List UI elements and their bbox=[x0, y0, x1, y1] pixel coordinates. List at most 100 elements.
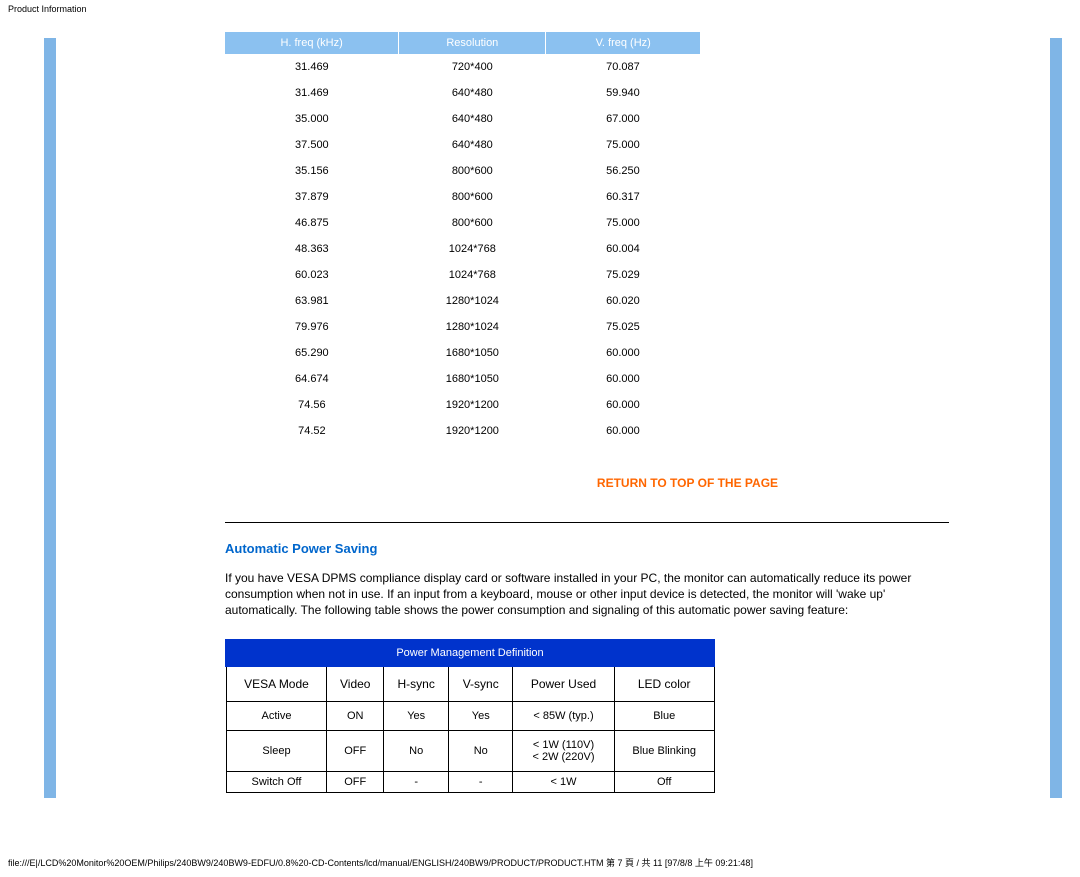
pm-cell: Yes bbox=[383, 701, 448, 730]
pm-cell: - bbox=[449, 771, 513, 792]
pm-row: ActiveONYesYes< 85W (typ.)Blue bbox=[226, 701, 714, 730]
left-stripe bbox=[44, 38, 56, 798]
freq-cell: 60.000 bbox=[546, 392, 700, 418]
freq-cell: 1920*1200 bbox=[399, 392, 546, 418]
freq-cell: 63.981 bbox=[225, 288, 399, 314]
freq-header-h: H. freq (kHz) bbox=[225, 32, 399, 54]
pm-cell: Blue Blinking bbox=[614, 730, 714, 771]
freq-cell: 59.940 bbox=[546, 80, 700, 106]
freq-cell: 35.000 bbox=[225, 106, 399, 132]
freq-row: 31.469720*40070.087 bbox=[225, 54, 700, 80]
freq-cell: 70.087 bbox=[546, 54, 700, 80]
pm-cell: No bbox=[449, 730, 513, 771]
freq-cell: 60.023 bbox=[225, 262, 399, 288]
freq-cell: 60.000 bbox=[546, 340, 700, 366]
freq-cell: 74.52 bbox=[225, 418, 399, 444]
freq-cell: 37.879 bbox=[225, 184, 399, 210]
pm-cell: Blue bbox=[614, 701, 714, 730]
freq-cell: 1024*768 bbox=[399, 262, 546, 288]
freq-cell: 35.156 bbox=[225, 158, 399, 184]
pm-cell: No bbox=[383, 730, 448, 771]
freq-row: 63.9811280*102460.020 bbox=[225, 288, 700, 314]
freq-row: 74.561920*120060.000 bbox=[225, 392, 700, 418]
freq-cell: 75.029 bbox=[546, 262, 700, 288]
pm-header-vsync: V-sync bbox=[449, 666, 513, 702]
freq-cell: 640*480 bbox=[399, 132, 546, 158]
freq-row: 35.156800*60056.250 bbox=[225, 158, 700, 184]
freq-header-res: Resolution bbox=[399, 32, 546, 54]
freq-row: 60.0231024*76875.029 bbox=[225, 262, 700, 288]
pm-header-power: Power Used bbox=[513, 666, 615, 702]
pm-row: Switch OffOFF--< 1WOff bbox=[226, 771, 714, 792]
freq-cell: 640*480 bbox=[399, 106, 546, 132]
freq-row: 31.469640*48059.940 bbox=[225, 80, 700, 106]
freq-cell: 1680*1050 bbox=[399, 366, 546, 392]
pm-cell: Yes bbox=[449, 701, 513, 730]
freq-row: 35.000640*48067.000 bbox=[225, 106, 700, 132]
freq-row: 64.6741680*105060.000 bbox=[225, 366, 700, 392]
freq-cell: 75.000 bbox=[546, 132, 700, 158]
freq-cell: 75.025 bbox=[546, 314, 700, 340]
freq-cell: 37.500 bbox=[225, 132, 399, 158]
freq-cell: 46.875 bbox=[225, 210, 399, 236]
pm-table-title: Power Management Definition bbox=[226, 640, 714, 666]
pm-header-video: Video bbox=[327, 666, 384, 702]
freq-cell: 800*600 bbox=[399, 158, 546, 184]
freq-cell: 60.020 bbox=[546, 288, 700, 314]
pm-cell: OFF bbox=[327, 730, 384, 771]
freq-cell: 64.674 bbox=[225, 366, 399, 392]
freq-row: 37.500640*48075.000 bbox=[225, 132, 700, 158]
pm-cell: < 1W (110V)< 2W (220V) bbox=[513, 730, 615, 771]
pm-cell: Sleep bbox=[226, 730, 327, 771]
pm-header-led: LED color bbox=[614, 666, 714, 702]
freq-cell: 1024*768 bbox=[399, 236, 546, 262]
pm-cell: ON bbox=[327, 701, 384, 730]
freq-cell: 1920*1200 bbox=[399, 418, 546, 444]
return-to-top-link[interactable]: RETURN TO TOP OF THE PAGE bbox=[450, 476, 925, 490]
freq-cell: 60.317 bbox=[546, 184, 700, 210]
pm-cell: Active bbox=[226, 701, 327, 730]
frequency-table: H. freq (kHz) Resolution V. freq (Hz) 31… bbox=[225, 32, 700, 444]
pm-cell: - bbox=[383, 771, 448, 792]
page-title: Product Information bbox=[0, 0, 1080, 20]
pm-cell: < 85W (typ.) bbox=[513, 701, 615, 730]
freq-cell: 74.56 bbox=[225, 392, 399, 418]
freq-cell: 1280*1024 bbox=[399, 314, 546, 340]
freq-cell: 31.469 bbox=[225, 54, 399, 80]
power-saving-heading: Automatic Power Saving bbox=[225, 541, 975, 556]
freq-cell: 60.000 bbox=[546, 366, 700, 392]
freq-row: 79.9761280*102475.025 bbox=[225, 314, 700, 340]
freq-cell: 60.004 bbox=[546, 236, 700, 262]
freq-cell: 56.250 bbox=[546, 158, 700, 184]
freq-row: 74.521920*120060.000 bbox=[225, 418, 700, 444]
freq-cell: 67.000 bbox=[546, 106, 700, 132]
freq-cell: 1680*1050 bbox=[399, 340, 546, 366]
freq-cell: 800*600 bbox=[399, 210, 546, 236]
freq-row: 37.879800*60060.317 bbox=[225, 184, 700, 210]
pm-cell: < 1W bbox=[513, 771, 615, 792]
freq-cell: 79.976 bbox=[225, 314, 399, 340]
section-divider bbox=[225, 522, 949, 523]
freq-cell: 48.363 bbox=[225, 236, 399, 262]
freq-cell: 1280*1024 bbox=[399, 288, 546, 314]
right-stripe bbox=[1050, 38, 1062, 798]
pm-row: SleepOFFNoNo< 1W (110V)< 2W (220V)Blue B… bbox=[226, 730, 714, 771]
freq-cell: 75.000 bbox=[546, 210, 700, 236]
pm-cell: Off bbox=[614, 771, 714, 792]
power-saving-body: If you have VESA DPMS compliance display… bbox=[225, 570, 949, 619]
freq-cell: 800*600 bbox=[399, 184, 546, 210]
freq-row: 48.3631024*76860.004 bbox=[225, 236, 700, 262]
freq-cell: 31.469 bbox=[225, 80, 399, 106]
freq-cell: 720*400 bbox=[399, 54, 546, 80]
pm-cell: Switch Off bbox=[226, 771, 327, 792]
power-management-table: Power Management Definition VESA Mode Vi… bbox=[225, 639, 715, 793]
freq-cell: 65.290 bbox=[225, 340, 399, 366]
pm-header-hsync: H-sync bbox=[383, 666, 448, 702]
pm-header-mode: VESA Mode bbox=[226, 666, 327, 702]
pm-cell: OFF bbox=[327, 771, 384, 792]
freq-row: 65.2901680*105060.000 bbox=[225, 340, 700, 366]
freq-cell: 60.000 bbox=[546, 418, 700, 444]
freq-header-v: V. freq (Hz) bbox=[546, 32, 700, 54]
freq-cell: 640*480 bbox=[399, 80, 546, 106]
freq-row: 46.875800*60075.000 bbox=[225, 210, 700, 236]
